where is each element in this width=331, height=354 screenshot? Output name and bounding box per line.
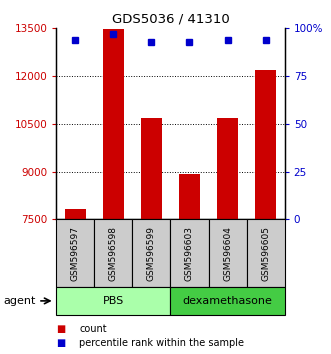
Text: percentile rank within the sample: percentile rank within the sample (79, 338, 244, 348)
Title: GDS5036 / 41310: GDS5036 / 41310 (112, 13, 229, 26)
Text: GSM596605: GSM596605 (261, 225, 270, 281)
Bar (103, 29, 124, 219)
Text: GSM596598: GSM596598 (109, 225, 118, 281)
Bar (217, 118, 238, 219)
Text: PBS: PBS (103, 296, 124, 306)
FancyBboxPatch shape (247, 219, 285, 287)
Text: GSM596603: GSM596603 (185, 225, 194, 281)
Bar (141, 118, 162, 219)
Text: GSM596604: GSM596604 (223, 225, 232, 281)
FancyBboxPatch shape (132, 219, 170, 287)
Text: GSM596599: GSM596599 (147, 225, 156, 281)
Text: GSM596597: GSM596597 (71, 225, 80, 281)
FancyBboxPatch shape (56, 287, 170, 315)
Text: ■: ■ (56, 324, 66, 333)
FancyBboxPatch shape (170, 287, 285, 315)
Bar (65, 209, 86, 219)
FancyBboxPatch shape (94, 219, 132, 287)
FancyBboxPatch shape (209, 219, 247, 287)
Text: dexamethasone: dexamethasone (183, 296, 272, 306)
Text: agent: agent (3, 296, 36, 306)
Text: count: count (79, 324, 107, 333)
Bar (179, 174, 200, 219)
FancyBboxPatch shape (56, 219, 94, 287)
Bar (255, 70, 276, 219)
FancyBboxPatch shape (170, 219, 209, 287)
Text: ■: ■ (56, 338, 66, 348)
